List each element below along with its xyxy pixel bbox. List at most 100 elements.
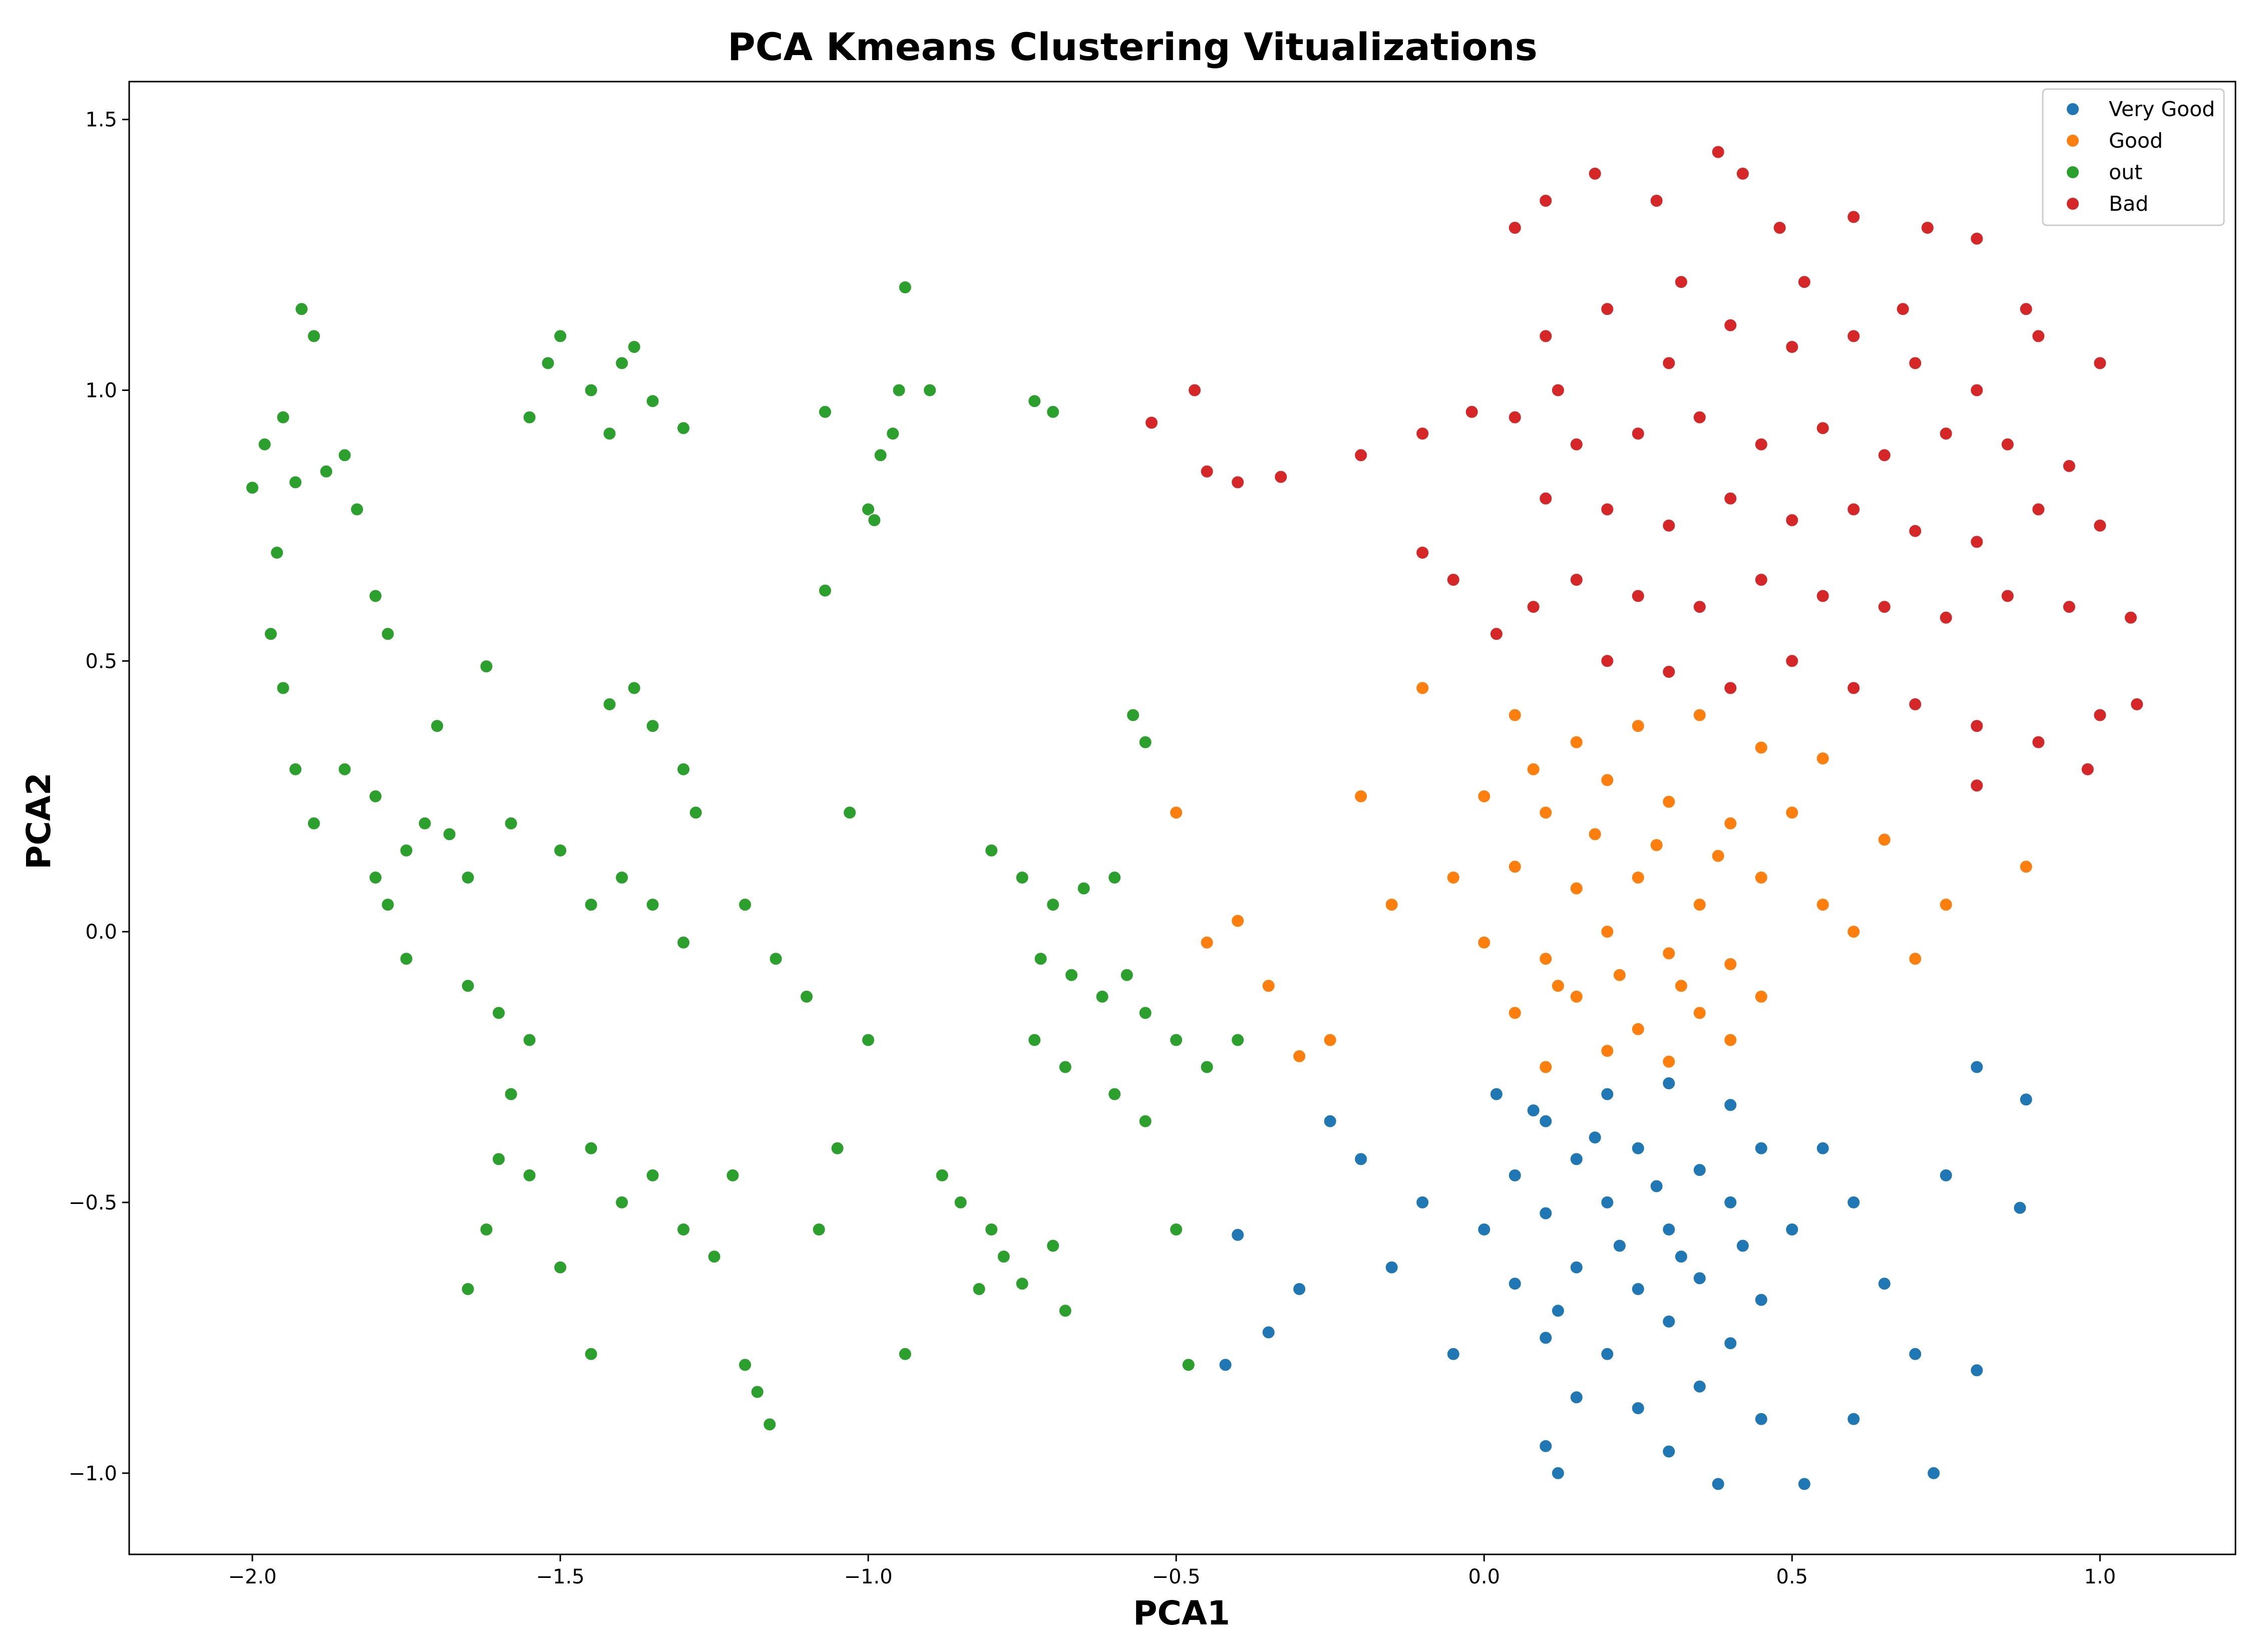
data-point [1662,1076,1676,1090]
data-point [1477,935,1491,950]
chart-title: PCA Kmeans Clustering Vitualizations [727,25,1538,69]
data-point [1058,1304,1072,1318]
x-tick-label: −1.0 [844,1565,893,1588]
data-point [1218,1358,1233,1372]
data-point [1489,1087,1504,1101]
data-point [1384,1260,1399,1275]
data-point [1877,833,1892,847]
data-point [1292,1049,1307,1063]
y-tick-label: 1.0 [85,379,117,402]
data-point [1539,1439,1553,1453]
data-point [553,843,568,858]
data-point [461,871,475,885]
data-point [1662,1054,1676,1069]
data-point [1526,1103,1541,1118]
data-point [1145,416,1159,430]
data-point [886,427,900,441]
data-point [1631,1282,1645,1296]
data-point [1877,448,1892,463]
data-point [1662,1444,1676,1459]
data-point [1797,275,1811,289]
data-point [584,898,598,912]
data-point [1508,221,1522,235]
data-point [1662,946,1676,961]
data-point [1674,979,1688,993]
data-point [1058,1060,1072,1074]
data-point [2130,697,2144,711]
data-point [1692,898,1707,912]
data-point [1649,194,1664,208]
x-tick-label: 0.0 [1468,1565,1500,1588]
data-point [1723,681,1738,695]
data-point [1970,1060,1984,1074]
data-point [873,448,888,463]
data-point [1231,1033,1245,1047]
data-point [1107,1087,1122,1101]
data-point [1908,697,1923,711]
data-point [584,1347,598,1361]
legend-label: Very Good [2109,97,2215,121]
data-point [1692,1006,1707,1020]
data-point [1662,1222,1676,1236]
data-point [1231,914,1245,928]
data-point [1723,1336,1738,1351]
y-tick-label: −0.5 [69,1191,117,1214]
data-point [750,1385,765,1399]
data-point [1846,329,1861,343]
data-point [1785,513,1799,528]
data-point [399,843,414,858]
data-point [319,464,333,479]
points-layer [245,145,2144,1491]
data-point [861,1033,876,1047]
data-point [1939,1168,1953,1182]
data-point [953,1195,968,1209]
data-point [898,1347,912,1361]
data-point [1754,1412,1768,1426]
y-tick-label: 1.5 [85,109,117,132]
data-point [368,871,383,885]
data-point [676,935,691,950]
data-point [294,302,309,316]
data-point [1674,275,1688,289]
data-point [1846,925,1861,939]
data-point [1612,968,1627,982]
data-point [307,816,321,831]
data-point [676,762,691,776]
data-point [1539,491,1553,506]
data-point [1662,518,1676,533]
data-point [1107,871,1122,885]
data-point [1631,1022,1645,1036]
data-point [1033,952,1048,966]
data-point [602,427,617,441]
series-good [1169,681,2033,1074]
data-point [923,383,937,397]
data-point [1939,898,1953,912]
data-point [1754,437,1768,452]
data-point [1735,166,1750,181]
data-point [1723,1098,1738,1112]
series-very-good [1218,1060,2033,1491]
data-point [522,1168,537,1182]
data-point [2031,329,2046,343]
data-point [1508,1277,1522,1291]
data-point [1754,1293,1768,1307]
data-point [627,681,641,695]
data-point [1785,654,1799,668]
data-point [442,827,457,842]
data-point [688,805,703,820]
data-point [1231,1227,1245,1242]
data-point [368,789,383,803]
data-point [2080,762,2095,776]
data-point [1723,1195,1738,1209]
data-point [1815,1141,1830,1155]
data-point [1539,1206,1553,1220]
data-point [1754,989,1768,1004]
data-point [1200,1060,1214,1074]
data-point [996,1250,1011,1264]
data-point [645,1168,660,1182]
data-point [2123,610,2138,625]
data-point [1569,881,1584,896]
data-point [645,898,660,912]
data-point [1551,1466,1565,1480]
data-point [337,762,352,776]
